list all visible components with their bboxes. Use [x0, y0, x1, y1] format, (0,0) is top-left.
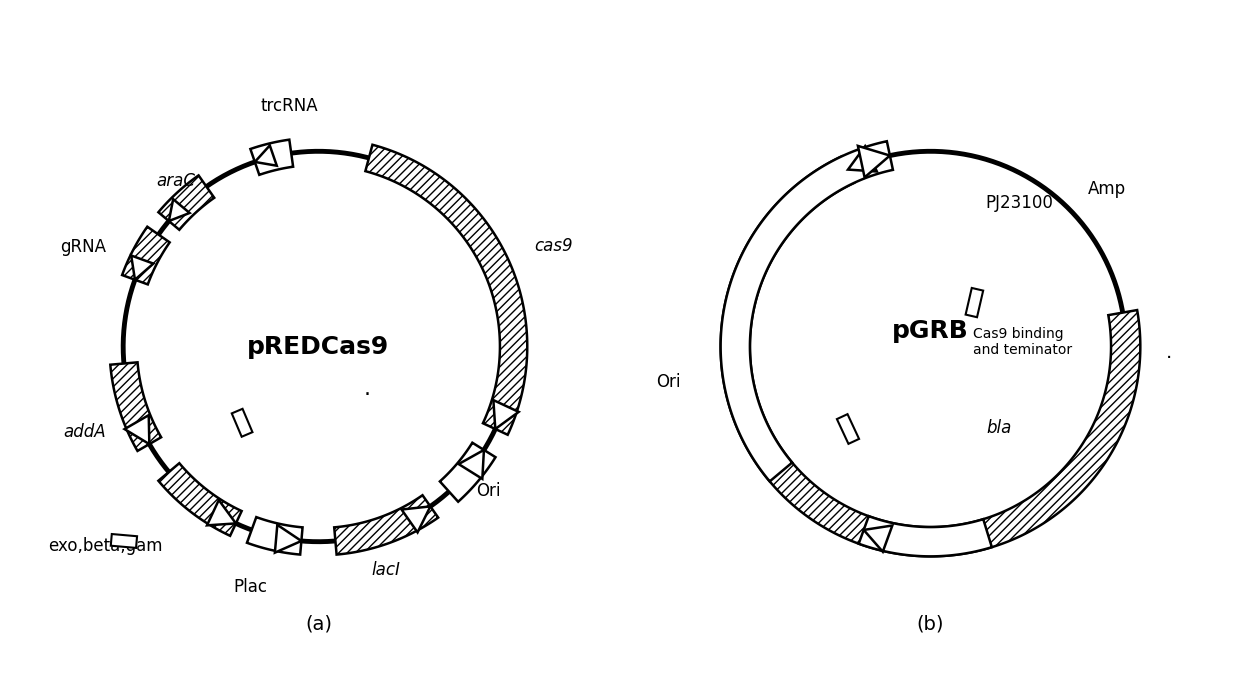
Text: Plac: Plac [233, 578, 268, 596]
Polygon shape [124, 415, 149, 444]
Polygon shape [247, 517, 303, 554]
Polygon shape [232, 409, 253, 437]
Text: addA: addA [63, 423, 105, 441]
Polygon shape [335, 495, 438, 554]
Text: Ori: Ori [656, 373, 681, 391]
Text: gRNA: gRNA [61, 238, 107, 256]
Text: cas9: cas9 [534, 237, 573, 255]
Polygon shape [255, 146, 277, 166]
Polygon shape [459, 450, 484, 479]
Text: araC: araC [156, 173, 195, 191]
Polygon shape [837, 414, 859, 444]
Polygon shape [720, 141, 893, 482]
Polygon shape [858, 146, 890, 177]
Text: (a): (a) [305, 614, 332, 633]
Text: trcRNA: trcRNA [260, 98, 319, 116]
Polygon shape [366, 145, 527, 435]
Text: PJ23100: PJ23100 [985, 194, 1053, 212]
Polygon shape [110, 534, 138, 548]
Polygon shape [864, 525, 893, 552]
Polygon shape [159, 463, 242, 536]
Text: pREDCas9: pREDCas9 [247, 335, 389, 358]
Text: pGRB: pGRB [892, 319, 968, 343]
Polygon shape [169, 199, 190, 221]
Text: .: . [363, 380, 371, 399]
Text: bla: bla [986, 419, 1012, 437]
Text: (b): (b) [916, 614, 944, 633]
Text: lacI: lacI [371, 561, 399, 579]
Polygon shape [110, 362, 161, 451]
Polygon shape [720, 157, 1141, 556]
Polygon shape [966, 288, 983, 317]
Text: exo,beta,gam: exo,beta,gam [47, 538, 162, 556]
Text: Amp: Amp [1087, 180, 1126, 198]
Text: .: . [1166, 343, 1172, 362]
Polygon shape [250, 140, 293, 175]
Polygon shape [494, 400, 518, 429]
Polygon shape [207, 500, 236, 525]
Polygon shape [122, 227, 170, 284]
Polygon shape [402, 507, 430, 532]
Text: Ori: Ori [476, 482, 501, 500]
Polygon shape [131, 256, 154, 280]
Polygon shape [440, 443, 496, 502]
Polygon shape [848, 146, 877, 171]
Polygon shape [275, 525, 301, 552]
Polygon shape [859, 516, 992, 556]
Polygon shape [159, 175, 215, 230]
Text: Cas9 binding
and teminator: Cas9 binding and teminator [973, 327, 1073, 357]
